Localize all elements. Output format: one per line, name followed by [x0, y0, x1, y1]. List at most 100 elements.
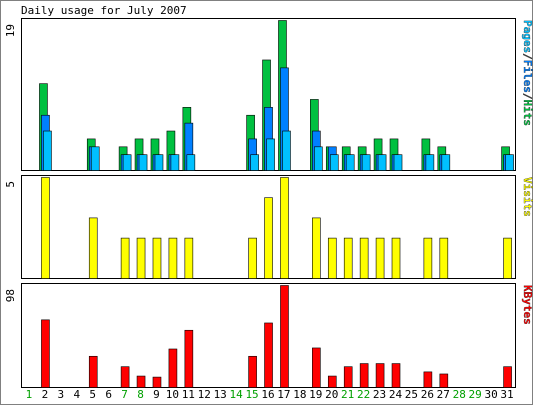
bar-visits-day-27 [439, 237, 449, 279]
x-tick-label-11: 11 [182, 388, 195, 401]
legend-visits-0: Visits [521, 177, 533, 217]
x-tick-label-1: 1 [26, 388, 33, 401]
x-tick-label-31: 31 [500, 388, 513, 401]
bar-kbytes-day-9 [152, 376, 162, 388]
bar-visits-day-15 [248, 237, 257, 279]
bar-visits-day-31 [503, 237, 512, 279]
legend-usage-2: Files [521, 60, 533, 93]
bar-pages-day-24 [393, 154, 403, 171]
legend-usage-3: / [521, 93, 533, 100]
bar-pages-day-16 [266, 138, 275, 171]
bar-pages-day-5 [90, 146, 100, 171]
x-tick-label-8: 8 [137, 388, 144, 401]
bar-visits-day-20 [327, 237, 337, 279]
x-tick-label-6: 6 [105, 388, 112, 401]
bar-pages-day-19 [314, 146, 323, 171]
bar-kbytes-day-31 [503, 366, 512, 388]
bar-pages-day-27 [441, 154, 451, 171]
panel-usage-max-label: 19 [4, 24, 17, 37]
legend-usage-0: Pages [521, 20, 533, 53]
x-tick-label-25: 25 [405, 388, 418, 401]
x-tick-label-12: 12 [198, 388, 211, 401]
x-tick-label-17: 17 [277, 388, 290, 401]
x-tick-label-21: 21 [341, 388, 354, 401]
legend-usage-4: Hits [521, 100, 533, 127]
bar-kbytes-day-8 [136, 375, 146, 388]
x-tick-label-30: 30 [484, 388, 497, 401]
panel-kbytes-max-label: 98 [4, 289, 17, 302]
x-tick-label-3: 3 [58, 388, 65, 401]
panel-kbytes: 98 KBytes [4, 283, 533, 388]
x-tick-label-19: 19 [309, 388, 322, 401]
bar-visits-day-17 [280, 177, 289, 279]
bar-kbytes-day-7 [120, 366, 130, 388]
bar-visits-day-8 [136, 237, 146, 279]
bar-kbytes-day-24 [391, 363, 401, 388]
chart-title: Daily usage for July 2007 [21, 4, 187, 17]
panel-kbytes-legend: KBytes [521, 285, 533, 325]
bar-kbytes-day-19 [312, 347, 321, 388]
bar-pages-day-11 [186, 154, 196, 171]
bar-visits-day-16 [264, 197, 273, 279]
x-tick-label-9: 9 [153, 388, 160, 401]
x-tick-label-10: 10 [166, 388, 179, 401]
bar-pages-day-21 [345, 154, 355, 171]
bar-visits-day-7 [120, 237, 130, 279]
bar-kbytes-day-10 [168, 348, 178, 388]
bar-kbytes-day-26 [423, 371, 433, 388]
bar-pages-day-2 [43, 130, 52, 171]
bar-visits-day-24 [391, 237, 401, 279]
bar-visits-day-26 [423, 237, 433, 279]
bar-visits-day-5 [88, 217, 98, 279]
x-tick-label-29: 29 [469, 388, 482, 401]
bar-pages-day-26 [425, 154, 435, 171]
panel-visits: 5 Visits [4, 175, 533, 279]
bar-pages-day-7 [122, 154, 132, 171]
x-tick-label-28: 28 [453, 388, 466, 401]
bar-kbytes-day-22 [359, 363, 369, 388]
bar-kbytes-day-16 [264, 322, 273, 388]
x-axis: 1 2 3 4 5 6 7 8 9 10 11 12 13 14 15 16 17 18 19 20 21 22 23 24 2… [26, 388, 514, 401]
bar-visits-day-10 [168, 237, 178, 279]
legend-kbytes-0: KBytes [521, 285, 533, 325]
bar-pages-day-22 [361, 154, 371, 171]
bar-pages-day-8 [138, 154, 148, 171]
bar-pages-day-23 [377, 154, 387, 171]
x-tick-label-23: 23 [373, 388, 386, 401]
panel-visits-legend: Visits [521, 177, 533, 217]
bar-kbytes-day-11 [184, 329, 194, 388]
x-tick-label-16: 16 [261, 388, 274, 401]
x-tick-label-26: 26 [421, 388, 434, 401]
bar-visits-day-2 [41, 177, 50, 279]
x-tick-label-24: 24 [389, 388, 403, 401]
bar-visits-day-22 [359, 237, 369, 279]
x-tick-label-4: 4 [73, 388, 80, 401]
bar-pages-day-17 [282, 130, 291, 171]
bar-kbytes-day-15 [248, 355, 257, 388]
x-tick-label-18: 18 [293, 388, 306, 401]
bar-visits-day-21 [343, 237, 353, 279]
bar-kbytes-day-2 [41, 319, 50, 388]
x-tick-label-22: 22 [357, 388, 370, 401]
bar-kbytes-day-27 [439, 373, 449, 388]
bar-kbytes-day-23 [375, 363, 385, 388]
x-tick-label-5: 5 [89, 388, 96, 401]
bar-kbytes-day-17 [280, 285, 289, 388]
bar-kbytes-day-20 [327, 375, 337, 388]
bar-pages-day-10 [170, 154, 180, 171]
bar-visits-day-11 [184, 237, 194, 279]
panel-usage-legend: Pages/Files/Hits [521, 20, 533, 126]
x-tick-label-2: 2 [42, 388, 49, 401]
panel-visits-max-label: 5 [4, 181, 17, 188]
bar-pages-day-31 [505, 154, 514, 171]
bar-pages-day-15 [250, 154, 259, 171]
bar-kbytes-day-5 [88, 355, 98, 388]
panel-usage: 19 Pages/Files/Hits [4, 18, 533, 171]
x-tick-label-14: 14 [230, 388, 244, 401]
bar-visits-day-9 [152, 237, 162, 279]
x-tick-label-13: 13 [214, 388, 227, 401]
legend-usage-1: / [521, 53, 533, 60]
bar-visits-day-19 [312, 217, 321, 279]
